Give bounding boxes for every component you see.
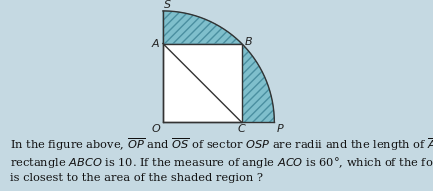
Text: O: O (152, 125, 160, 134)
Text: P: P (277, 124, 283, 134)
Polygon shape (163, 44, 242, 122)
Polygon shape (163, 11, 242, 44)
Text: is closest to the area of the shaded region ?: is closest to the area of the shaded reg… (10, 173, 262, 183)
Text: A: A (151, 39, 159, 49)
Text: B: B (245, 37, 252, 47)
Text: In the figure above, $\overline{OP}$ and $\overline{OS}$ of sector $OSP$ are rad: In the figure above, $\overline{OP}$ and… (10, 137, 433, 153)
Text: C: C (237, 125, 245, 134)
Polygon shape (242, 44, 275, 122)
Text: S: S (164, 0, 171, 10)
Text: rectangle $ABCO$ is 10. If the measure of angle $ACO$ is 60°, which of the follo: rectangle $ABCO$ is 10. If the measure o… (10, 155, 433, 170)
